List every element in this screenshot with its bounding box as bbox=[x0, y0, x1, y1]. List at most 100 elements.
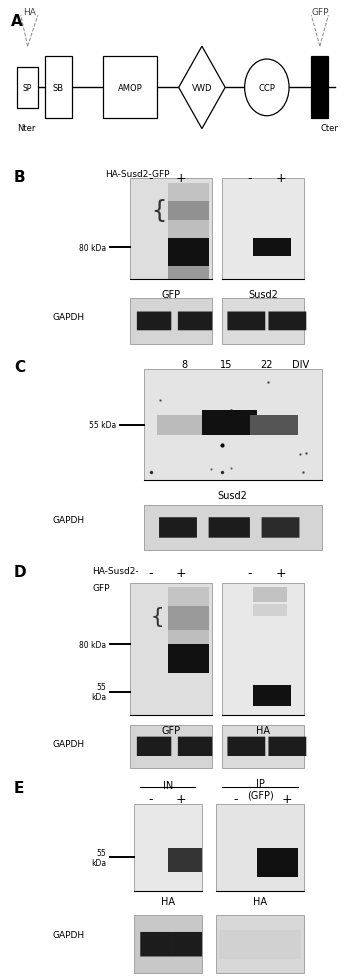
Text: -: - bbox=[247, 172, 252, 185]
Text: HA-Susd2-: HA-Susd2- bbox=[93, 566, 139, 575]
Text: C: C bbox=[14, 360, 25, 375]
Text: Nter: Nter bbox=[17, 124, 36, 133]
FancyBboxPatch shape bbox=[144, 370, 321, 480]
Text: +: + bbox=[176, 792, 187, 806]
Text: 8: 8 bbox=[182, 360, 188, 370]
Text: -: - bbox=[148, 566, 153, 580]
FancyBboxPatch shape bbox=[227, 736, 265, 756]
FancyBboxPatch shape bbox=[227, 312, 265, 331]
FancyBboxPatch shape bbox=[137, 312, 171, 331]
Text: IN: IN bbox=[163, 780, 173, 790]
Text: -: - bbox=[234, 792, 239, 806]
FancyBboxPatch shape bbox=[202, 410, 257, 435]
FancyBboxPatch shape bbox=[168, 606, 209, 654]
Text: -: - bbox=[148, 792, 153, 806]
Text: 22: 22 bbox=[261, 360, 273, 370]
Text: -: - bbox=[247, 566, 252, 580]
FancyBboxPatch shape bbox=[253, 588, 287, 602]
FancyBboxPatch shape bbox=[171, 932, 202, 956]
Text: D: D bbox=[14, 564, 27, 579]
FancyBboxPatch shape bbox=[250, 415, 298, 435]
Text: A: A bbox=[11, 14, 22, 28]
Text: HA: HA bbox=[253, 896, 267, 906]
FancyBboxPatch shape bbox=[222, 726, 304, 768]
Text: GFP: GFP bbox=[93, 583, 110, 592]
FancyBboxPatch shape bbox=[222, 179, 304, 280]
Text: 80 kDa: 80 kDa bbox=[79, 641, 106, 649]
Ellipse shape bbox=[245, 60, 289, 116]
FancyBboxPatch shape bbox=[45, 58, 72, 119]
FancyBboxPatch shape bbox=[157, 415, 205, 435]
Text: +: + bbox=[275, 566, 286, 580]
FancyBboxPatch shape bbox=[216, 805, 304, 891]
FancyBboxPatch shape bbox=[168, 184, 209, 202]
FancyBboxPatch shape bbox=[178, 736, 212, 756]
FancyBboxPatch shape bbox=[168, 239, 209, 266]
FancyBboxPatch shape bbox=[262, 517, 299, 538]
FancyBboxPatch shape bbox=[253, 239, 291, 257]
FancyBboxPatch shape bbox=[222, 583, 304, 716]
FancyBboxPatch shape bbox=[216, 915, 304, 973]
Text: +: + bbox=[282, 792, 293, 806]
FancyBboxPatch shape bbox=[144, 506, 321, 551]
Text: HA: HA bbox=[161, 896, 175, 906]
Text: GAPDH: GAPDH bbox=[53, 930, 85, 939]
Text: E: E bbox=[14, 780, 24, 795]
FancyBboxPatch shape bbox=[17, 67, 38, 109]
FancyBboxPatch shape bbox=[130, 179, 212, 280]
FancyBboxPatch shape bbox=[134, 805, 202, 891]
FancyBboxPatch shape bbox=[130, 583, 212, 716]
Text: IP
(GFP): IP (GFP) bbox=[247, 778, 273, 800]
FancyBboxPatch shape bbox=[209, 517, 250, 538]
Text: GFP: GFP bbox=[162, 289, 181, 299]
Text: Susd2: Susd2 bbox=[248, 289, 278, 299]
Text: -: - bbox=[148, 172, 153, 185]
Polygon shape bbox=[179, 47, 225, 129]
FancyBboxPatch shape bbox=[140, 932, 171, 956]
Text: 55
kDa: 55 kDa bbox=[91, 848, 106, 867]
Text: GAPDH: GAPDH bbox=[53, 739, 85, 749]
FancyBboxPatch shape bbox=[159, 517, 197, 538]
Text: Cter: Cter bbox=[321, 124, 339, 133]
Text: B: B bbox=[14, 170, 26, 185]
FancyBboxPatch shape bbox=[168, 606, 209, 631]
Text: +: + bbox=[176, 172, 187, 185]
Text: SP: SP bbox=[23, 84, 32, 93]
FancyBboxPatch shape bbox=[168, 202, 209, 239]
FancyBboxPatch shape bbox=[103, 58, 157, 119]
Text: GFP: GFP bbox=[162, 726, 181, 735]
FancyBboxPatch shape bbox=[222, 298, 304, 344]
Text: +: + bbox=[176, 566, 187, 580]
Text: GAPDH: GAPDH bbox=[53, 516, 85, 525]
FancyBboxPatch shape bbox=[134, 915, 202, 973]
Text: GAPDH: GAPDH bbox=[53, 313, 85, 322]
FancyBboxPatch shape bbox=[137, 736, 171, 756]
FancyBboxPatch shape bbox=[168, 645, 209, 673]
FancyBboxPatch shape bbox=[268, 312, 306, 331]
FancyBboxPatch shape bbox=[130, 298, 212, 344]
Text: +: + bbox=[275, 172, 286, 185]
Text: SB: SB bbox=[53, 84, 64, 93]
FancyBboxPatch shape bbox=[130, 726, 212, 768]
Text: VWD: VWD bbox=[192, 84, 212, 93]
FancyBboxPatch shape bbox=[168, 848, 202, 872]
Text: 80 kDa: 80 kDa bbox=[79, 244, 106, 252]
Text: GFP: GFP bbox=[311, 9, 329, 18]
FancyBboxPatch shape bbox=[168, 588, 209, 606]
Text: AMOP: AMOP bbox=[118, 84, 142, 93]
Text: 55
kDa: 55 kDa bbox=[91, 683, 106, 701]
FancyBboxPatch shape bbox=[311, 58, 328, 119]
Text: DIV: DIV bbox=[293, 360, 310, 370]
Text: HA-Susd2-GFP: HA-Susd2-GFP bbox=[105, 170, 169, 179]
FancyBboxPatch shape bbox=[178, 312, 212, 331]
Text: HA: HA bbox=[256, 726, 271, 735]
FancyBboxPatch shape bbox=[168, 202, 209, 220]
Text: 55 kDa: 55 kDa bbox=[89, 421, 116, 429]
Text: HA: HA bbox=[23, 9, 36, 18]
Text: 15: 15 bbox=[220, 360, 232, 370]
Text: {: { bbox=[151, 606, 164, 626]
FancyBboxPatch shape bbox=[219, 930, 301, 958]
FancyBboxPatch shape bbox=[257, 848, 298, 877]
FancyBboxPatch shape bbox=[268, 736, 306, 756]
FancyBboxPatch shape bbox=[168, 266, 209, 280]
